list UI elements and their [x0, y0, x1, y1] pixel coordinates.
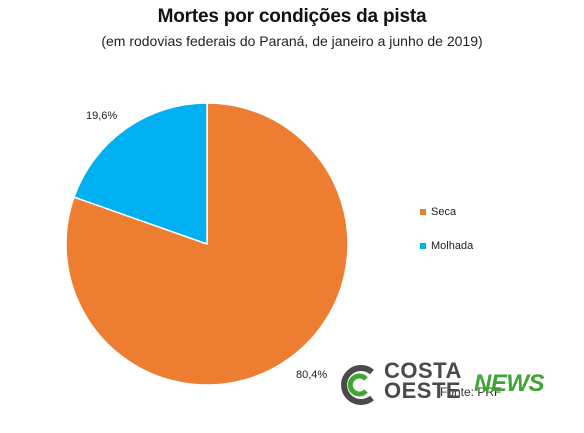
chart-title: Mortes por condições da pista [157, 6, 427, 27]
pie-slice-molhada [73, 102, 208, 246]
legend-item-molhada: Molhada [420, 237, 473, 254]
costa-oeste-news-logo: COSTA OESTE NEWS [336, 360, 566, 410]
slice-label-seca: 80,4% [296, 369, 327, 381]
legend-label-seca: Seca [431, 205, 457, 218]
logo-news: NEWS [474, 370, 545, 397]
legend-swatch-molhada [420, 242, 426, 249]
slice-label-molhada: 19,6% [86, 110, 117, 122]
source-note: Fonte: PRF [440, 385, 502, 399]
logo-c-icon [341, 365, 374, 405]
logo-line1: COSTA [384, 358, 462, 383]
chart-subtitle: (em rodovias federais do Paraná, de jane… [101, 33, 483, 49]
chart-legend: Seca Molhada [420, 203, 473, 271]
legend-swatch-seca [420, 208, 426, 215]
legend-label-molhada: Molhada [431, 239, 474, 252]
pie-slice-seca [65, 102, 349, 386]
logo-wordmark: COSTA OESTE [384, 358, 462, 403]
legend-item-seca: Seca [420, 203, 473, 220]
logo-line2: OESTE [384, 378, 462, 403]
